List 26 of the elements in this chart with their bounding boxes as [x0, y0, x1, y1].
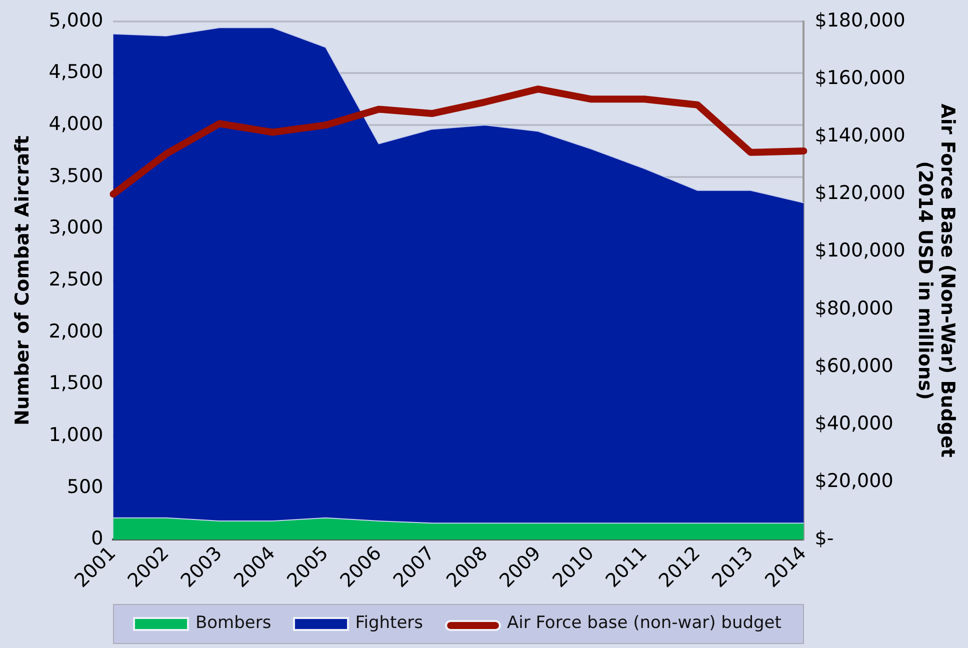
y2-axis-title: Air Force Base (Non-War) Budget (2014 USD in millions): [914, 104, 959, 458]
y2-tick-label: $60,000: [814, 354, 894, 377]
legend-label: Fighters: [355, 613, 424, 633]
y-tick-label: 5,000: [48, 9, 104, 32]
y-tick-label: 2,500: [48, 268, 104, 290]
y2-tick-label: $140,000: [814, 124, 906, 147]
y2-tick-label: $80,000: [814, 297, 894, 320]
y2-tick-label: $120,000: [814, 182, 906, 204]
y2-tick-label: $40,000: [814, 412, 894, 434]
y-tick-label: 500: [66, 476, 104, 498]
legend-label: Air Force base (non-war) budget: [507, 613, 782, 633]
y2-tick-label: $100,000: [814, 240, 906, 262]
y-tick-label: 1,000: [48, 424, 104, 446]
y-tick-label: 2,000: [48, 320, 104, 342]
y-tick-label: 4,000: [48, 112, 104, 135]
y2-tick-label: $180,000: [814, 9, 906, 32]
y2-tick-label: $-: [814, 528, 834, 550]
legend-label: Bombers: [195, 613, 272, 633]
y2-tick-label: $20,000: [814, 470, 894, 492]
y-tick-label: 4,500: [48, 61, 104, 84]
y-tick-label: 0: [91, 528, 104, 550]
y-axis-title: Number of Combat Aircraft: [11, 136, 34, 426]
y-tick-label: 1,500: [48, 372, 104, 394]
y-tick-label: 3,500: [48, 164, 104, 187]
y-tick-label: 3,000: [48, 216, 104, 239]
y2-tick-label: $160,000: [814, 66, 906, 89]
